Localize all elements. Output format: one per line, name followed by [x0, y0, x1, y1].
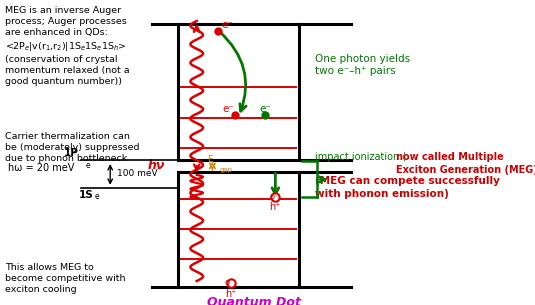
Text: e: e — [86, 161, 90, 170]
Text: hν: hν — [148, 160, 165, 172]
Text: h⁺: h⁺ — [270, 203, 281, 212]
Text: e⁻: e⁻ — [259, 104, 271, 113]
Text: Carrier thermalization can
be (moderately) suppressed
due to phonon bottleneck: Carrier thermalization can be (moderatel… — [5, 131, 140, 163]
Text: E: E — [207, 156, 212, 164]
Text: e⁻: e⁻ — [222, 104, 234, 113]
Text: now called Multiple
Exciton Generation (MEG)): now called Multiple Exciton Generation (… — [396, 152, 535, 175]
Text: gap: gap — [219, 167, 232, 174]
FancyArrowPatch shape — [220, 32, 246, 111]
Text: MEG is an inverse Auger
process; Auger processes
are enhanced in QDs:
<2P$_e$|v(: MEG is an inverse Auger process; Auger p… — [5, 6, 130, 86]
Text: This allows MEG to
become competitive with
exciton cooling: This allows MEG to become competitive wi… — [5, 263, 126, 294]
FancyArrowPatch shape — [272, 173, 279, 195]
Text: h⁺: h⁺ — [225, 289, 236, 300]
Text: 1S: 1S — [79, 190, 94, 200]
Text: o: o — [225, 278, 230, 287]
Text: Quantum Dot: Quantum Dot — [208, 296, 301, 305]
Text: 1P: 1P — [64, 149, 79, 159]
Text: impact ionization (: impact ionization ( — [315, 152, 406, 163]
Text: e⁻: e⁻ — [221, 20, 233, 31]
Text: One photon yields
two e⁻–h⁺ pairs: One photon yields two e⁻–h⁺ pairs — [315, 54, 410, 76]
Text: o: o — [269, 192, 274, 201]
Text: hω = 20 meV: hω = 20 meV — [8, 163, 74, 173]
Text: e: e — [95, 192, 99, 201]
Text: (MEG can compete successfully
with phonon emission): (MEG can compete successfully with phono… — [315, 176, 500, 199]
Text: 100 meV: 100 meV — [117, 169, 157, 178]
